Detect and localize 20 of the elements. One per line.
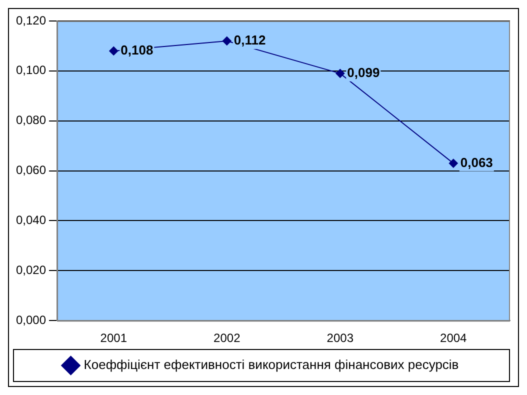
point bbox=[448, 158, 458, 168]
x-tick-label: 2004 bbox=[440, 331, 468, 346]
point bbox=[222, 36, 232, 46]
y-tick-label: 0,040 bbox=[16, 213, 46, 228]
point bbox=[109, 46, 118, 56]
data-label: 0,099 bbox=[347, 65, 380, 80]
data-label: 0,112 bbox=[234, 32, 266, 48]
point bbox=[336, 68, 345, 78]
x-tick-label: 2001 bbox=[100, 331, 128, 346]
data-label: 0,063 bbox=[460, 154, 493, 170]
data-label: 0,108 bbox=[120, 42, 154, 58]
y-tick-label: 0,100 bbox=[16, 63, 46, 78]
y-tick-label: 0,060 bbox=[16, 163, 46, 178]
legend-label: Коеффіцієнт ефективності використання фінансових ресурсів bbox=[84, 357, 459, 372]
y-tick-label: 0,020 bbox=[16, 262, 46, 277]
y-tick-label: 0,080 bbox=[16, 113, 46, 128]
x-tick-label: 2002 bbox=[214, 331, 241, 346]
y-tick-label: 0,000 bbox=[16, 312, 46, 327]
x-tick-label: 2003 bbox=[326, 331, 354, 346]
y-tick-label: 0,120 bbox=[16, 13, 46, 28]
